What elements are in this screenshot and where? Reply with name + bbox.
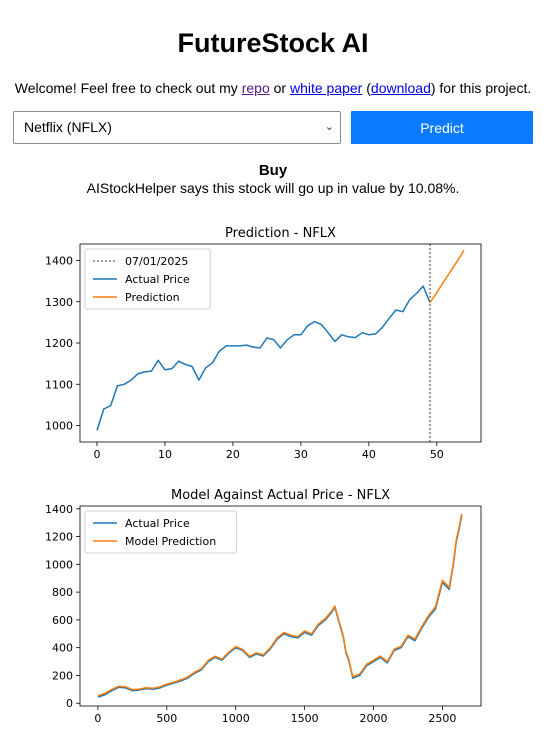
- series-line-1: [97, 515, 463, 698]
- prediction-chart: Prediction - NFLX 0 10 20 30 40 50 1000 1100 1200…: [45, 226, 482, 461]
- page-title: FutureStock AI: [177, 28, 369, 58]
- chart-title: Model Against Actual Price - NFLX: [171, 488, 390, 503]
- legend-box: [84, 510, 238, 554]
- x-tick-label: 1500: [291, 712, 319, 725]
- repo-link[interactable]: repo: [241, 80, 270, 96]
- welcome-or: or: [269, 80, 290, 96]
- legend-label: Model Prediction: [125, 535, 216, 548]
- series-line-2: [429, 249, 465, 304]
- welcome-prefix: Welcome! Feel free to check out my: [14, 80, 242, 96]
- legend-box: [84, 248, 211, 310]
- welcome-paren: (: [362, 80, 371, 96]
- x-tick-label: 0: [93, 448, 100, 461]
- y-tick-label: 1000: [45, 420, 73, 433]
- welcome-text: Welcome! Feel free to check out my repo …: [0, 80, 546, 96]
- y-tick-label: 1400: [45, 255, 73, 268]
- x-tick-label: 500: [156, 712, 177, 725]
- stock-select[interactable]: Netflix (NFLX) ⌄: [13, 111, 341, 144]
- chart-title: Prediction - NFLX: [225, 226, 336, 241]
- y-tick-label: 1200: [45, 531, 73, 544]
- stock-select-value: Netflix (NFLX): [24, 119, 112, 135]
- y-tick-label: 600: [52, 614, 73, 627]
- x-tick-label: 40: [362, 448, 376, 461]
- download-link[interactable]: download: [370, 80, 431, 96]
- y-tick-label: 1100: [45, 378, 73, 391]
- y-tick-label: 1300: [45, 296, 73, 309]
- model-vs-actual-chart: Model Against Actual Price - NFLX 0 500 100…: [45, 488, 482, 725]
- y-tick-label: 800: [52, 586, 73, 599]
- x-tick-label: 0: [94, 712, 101, 725]
- x-tick-label: 20: [226, 448, 240, 461]
- x-tick-label: 10: [158, 448, 172, 461]
- series-line-2: [97, 513, 463, 697]
- x-tick-label: 30: [294, 448, 308, 461]
- y-tick-label: 0: [66, 697, 73, 710]
- legend-label: Actual Price: [125, 273, 190, 286]
- legend-label: Prediction: [125, 291, 180, 304]
- y-tick-label: 1400: [45, 503, 73, 516]
- predict-button[interactable]: Predict: [351, 111, 533, 144]
- plot-frame: [79, 505, 482, 707]
- welcome-suffix: ) for this project.: [430, 80, 532, 96]
- white-paper-link[interactable]: white paper: [289, 80, 363, 96]
- series-line-1: [96, 285, 431, 431]
- x-tick-label: 2000: [360, 712, 388, 725]
- legend-label: 07/01/2025: [125, 255, 188, 268]
- y-tick-label: 400: [52, 642, 73, 655]
- y-tick-label: 1000: [45, 558, 73, 571]
- y-tick-label: 1200: [45, 337, 73, 350]
- plot-frame: [79, 243, 482, 443]
- legend-label: Actual Price: [125, 517, 190, 530]
- chevron-down-icon: ⌄: [324, 121, 334, 133]
- verdict-label: Buy: [258, 162, 288, 179]
- x-tick-label: 1000: [222, 712, 250, 725]
- x-tick-label: 50: [430, 448, 444, 461]
- x-tick-label: 2500: [428, 712, 456, 725]
- y-tick-label: 200: [52, 669, 73, 682]
- prediction-summary: AIStockHelper says this stock will go up…: [86, 180, 460, 196]
